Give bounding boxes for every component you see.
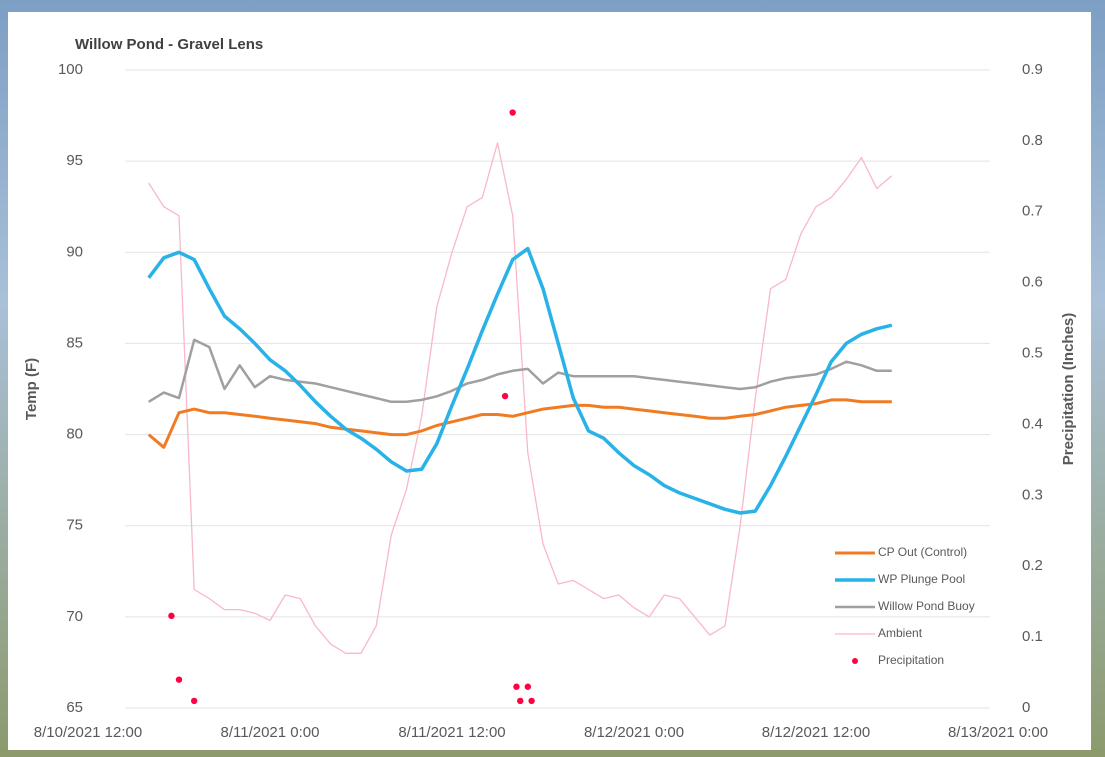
- y2-tick-label: 0.2: [1022, 557, 1043, 574]
- y-tick-label: 70: [66, 608, 83, 625]
- y2-tick-label: 0.8: [1022, 132, 1043, 149]
- precip-point: [528, 697, 535, 705]
- x-tick-label: 8/13/2021 0:00: [948, 724, 1048, 741]
- y-tick-label: 65: [66, 699, 83, 716]
- precip-point: [513, 683, 520, 690]
- legend-swatch: [852, 658, 858, 664]
- series-line: [148, 142, 893, 654]
- chart-background: [8, 12, 1091, 750]
- y-tick-label: 85: [66, 334, 83, 351]
- y-tick-label: 75: [66, 517, 83, 534]
- y2-tick-label: 0: [1022, 699, 1030, 716]
- precip-point: [517, 697, 524, 705]
- precip-point: [524, 683, 532, 690]
- precip-point: [509, 109, 516, 116]
- legend-label: WP Plunge Pool: [878, 572, 965, 586]
- legend-label: CP Out (Control): [878, 545, 967, 559]
- y2-tick-label: 0.3: [1022, 486, 1043, 503]
- y2-tick-label: 0.4: [1022, 415, 1043, 432]
- y-axis-label: Temp (F): [23, 358, 40, 420]
- x-tick-label: 8/12/2021 12:00: [762, 724, 870, 741]
- y2-tick-label: 0.5: [1022, 345, 1043, 362]
- x-tick-label: 8/11/2021 12:00: [398, 724, 505, 741]
- legend-label: Willow Pond Buoy: [878, 599, 975, 613]
- y-tick-label: 95: [66, 152, 83, 169]
- y-tick-label: 90: [66, 243, 83, 260]
- chart-title: Willow Pond - Gravel Lens: [75, 36, 263, 53]
- series-line: [147, 398, 892, 449]
- y-tick-label: 100: [58, 61, 83, 78]
- y-tick-label: 80: [66, 426, 83, 443]
- precip-point: [175, 676, 183, 683]
- series-line: [148, 338, 892, 404]
- legend-label: Ambient: [878, 626, 923, 640]
- precip-point: [168, 612, 175, 620]
- y2-tick-label: 0.6: [1022, 274, 1043, 291]
- x-tick-label: 8/12/2021 0:00: [584, 724, 684, 741]
- x-tick-label: 8/11/2021 0:00: [221, 724, 320, 741]
- y2-tick-label: 0.1: [1022, 628, 1043, 645]
- y2-tick-label: 0.7: [1022, 203, 1043, 220]
- legend-label: Precipitation: [878, 653, 944, 667]
- precip-point: [190, 697, 198, 705]
- x-tick-label: 8/10/2021 12:00: [34, 724, 142, 741]
- y2-tick-label: 0.9: [1022, 61, 1043, 78]
- series-line: [147, 246, 893, 515]
- y2-axis-label: Precipitation (Inches): [1060, 313, 1077, 466]
- precip-point: [501, 392, 509, 400]
